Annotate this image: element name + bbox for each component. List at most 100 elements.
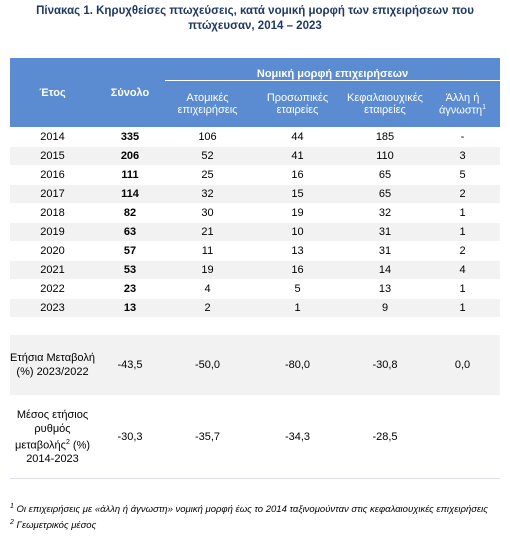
table-cell: 2015 [10,146,95,166]
table-cell: 63 [95,222,165,242]
table-cell: 41 [250,146,345,166]
table-cell: 5 [250,279,345,299]
label-text: Μέσος ετήσιος ρυθμός μεταβολής [14,408,89,452]
footnote-ref: 1 [482,103,487,111]
table-cell: 21 [165,222,250,242]
table-cell: 15 [250,184,345,204]
summary-label: Ετήσια Μεταβολή (%) 2023/2022 [10,334,95,396]
footnote-mark: 2 [10,519,14,527]
table-cell: 2022 [10,279,95,299]
table-cell: 335 [95,127,165,147]
table-cell: 4 [425,260,500,280]
column-header: Σύνολο [95,58,165,128]
table-cell: 9 [345,298,425,318]
table-cell: 111 [95,165,165,185]
table-cell: 19 [165,260,250,280]
footnote-text: Γεωμετρικός μέσος [16,520,97,532]
table-cell: 2018 [10,203,95,223]
header-row: Ατομικές επιχειρήσεις Προσωπικές εταιρείε… [10,80,500,128]
spacer-row [10,317,500,335]
data-row: 2023 13 2 1 9 1 [10,298,500,318]
table-cell: 2014 [10,127,95,147]
table-cell: 23 [95,279,165,299]
table-cell: 32 [165,184,250,204]
table-cell: 1 [425,203,500,223]
table-cell: 2021 [10,260,95,280]
table-cell: 3 [425,146,500,166]
column-header: Άλλη ή άγνωστη1 [425,80,500,128]
footnote-ref: 2 [65,438,70,446]
table-cell: 10 [250,222,345,242]
table: Έτος Σύνολο Νομική μορφή επιχειρήσεων Ατομι… [10,58,500,479]
footnote: 1 Οι επιχειρήσεις με «άλλη ή άγνωστη» νο… [10,500,490,516]
table-cell: 32 [345,203,425,223]
summary-label: Μέσος ετήσιος ρυθμός μεταβολής2 (%) 2014… [10,395,95,479]
footnote-text: Οι επιχειρήσεις με «άλλη ή άγνωστη» νομι… [16,504,488,516]
table-cell: 13 [250,241,345,261]
table-cell: 13 [95,298,165,318]
table-cell: 185 [345,127,425,147]
table-cell: -80,0 [250,334,345,396]
table-cell: 57 [95,241,165,261]
label-text: Ετήσια Μεταβολή (%) 2023/2022 [10,352,95,378]
table-cell: 53 [95,260,165,280]
data-row: 2019 63 21 10 31 1 [10,222,500,242]
table-cell: -30,3 [95,395,165,479]
table-cell: 14 [345,260,425,280]
table-cell: 2 [165,298,250,318]
footnotes: 1 Οι επιχειρήσεις με «άλλη ή άγνωστη» νο… [10,500,490,532]
header-text: Προσωπικές εταιρείες [266,92,329,116]
table-cell: -30,8 [345,334,425,396]
table-body: 2014 335 106 44 185-2015 206 52 41 110 3 2016 111 25… [10,127,500,479]
table-cell: 1 [425,298,500,318]
table-cell: -34,3 [250,395,345,479]
table-cell: 0,0 [425,334,500,396]
header-text: Κεφαλαιουχικές εταιρείες [347,92,423,116]
header-text: Έτος [39,86,66,99]
table-cell: 2017 [10,184,95,204]
table-cell: 19 [250,203,345,223]
data-row: 2022 23 4 5 13 1 [10,279,500,299]
table-cell: 2023 [10,298,95,318]
table-cell: -35,7 [165,395,250,479]
header-text: Άλλη ή άγνωστη [438,91,483,117]
table-cell: 1 [250,298,345,318]
table-cell: - [425,127,500,147]
table-cell: 65 [345,165,425,185]
table-cell: 110 [345,146,425,166]
table-cell: 16 [250,260,345,280]
table-cell: 25 [165,165,250,185]
table-cell: 114 [95,184,165,204]
table-cell: 65 [345,184,425,204]
table-cell: -43,5 [95,334,165,396]
table-cell: 13 [345,279,425,299]
table-cell: 16 [250,165,345,185]
table-cell: 2020 [10,241,95,261]
table-cell: 2 [425,184,500,204]
table-cell: 2019 [10,222,95,242]
table-cell: 82 [95,203,165,223]
data-row: 2014 335 106 44 185- [10,127,500,147]
summary-row: Ετήσια Μεταβολή (%) 2023/2022 -43,5 -50,0-… [10,334,500,396]
table-cell: -50,0 [165,334,250,396]
table-cell: 2016 [10,165,95,185]
column-header: Προσωπικές εταιρείες [250,80,345,128]
footnote: 2 Γεωμετρικός μέσος [10,516,490,532]
table-cell: 1 [425,279,500,299]
empty-cell [425,395,500,479]
label-text: (%) 2014-2023 [26,439,91,466]
table-cell: 2 [425,241,500,261]
header-text: Σύνολο [110,86,150,99]
table-cell: 44 [250,127,345,147]
summary-row: Μέσος ετήσιος ρυθμός μεταβολής2 (%) 2014… [10,395,500,479]
table-cell: 4 [165,279,250,299]
data-row: 2021 53 19 16 14 4 [10,260,500,280]
data-row: 2015 206 52 41 110 3 [10,146,500,166]
table-cell: 30 [165,203,250,223]
table-cell: 206 [95,146,165,166]
table-cell: -28,5 [345,395,425,479]
column-header: Κεφαλαιουχικές εταιρείες [345,80,425,128]
table-cell: 11 [165,241,250,261]
table-cell: 52 [165,146,250,166]
table-title: Πίνακας 1. Κηρυχθείσες πτωχεύσεις, κατά … [36,5,474,32]
